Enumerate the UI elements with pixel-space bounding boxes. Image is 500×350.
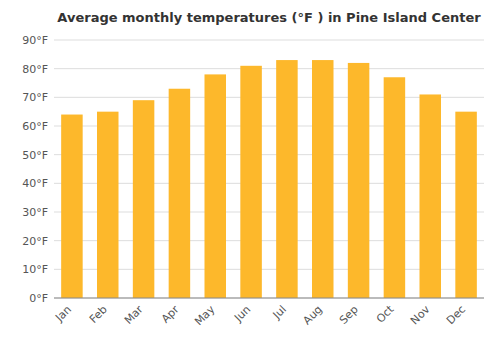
chart-svg: Average monthly temperatures (°F ) in Pi… bbox=[0, 0, 500, 350]
x-tick-label: Jan bbox=[52, 303, 74, 325]
x-tick-label: Nov bbox=[408, 303, 433, 328]
bar bbox=[169, 89, 191, 298]
x-tick-label: Aug bbox=[300, 303, 324, 327]
bar bbox=[455, 112, 477, 298]
y-tick-label: 60°F bbox=[22, 120, 48, 133]
bars bbox=[61, 60, 477, 298]
x-tick-label: Jul bbox=[270, 303, 289, 322]
bar bbox=[348, 63, 370, 298]
y-tick-label: 90°F bbox=[22, 34, 48, 47]
x-tick-label: Apr bbox=[159, 303, 182, 326]
bar bbox=[97, 112, 119, 298]
grid-line bbox=[54, 68, 484, 69]
y-tick-label: 40°F bbox=[22, 177, 48, 190]
bar bbox=[205, 74, 227, 298]
bar bbox=[240, 66, 261, 298]
chart-title: Average monthly temperatures (°F ) in Pi… bbox=[57, 10, 481, 25]
y-axis: 0°F 10°F 20°F 30°F 40°F 50°F 60°F 70°F 80°F 90°F bbox=[22, 34, 484, 305]
grid-line bbox=[54, 40, 484, 41]
x-tick-label: Sep bbox=[337, 303, 361, 327]
x-axis: Jan Feb Mar Apr May Jun Jul Aug Sep Oct Nov Dec bbox=[52, 302, 468, 328]
chart-container: Average monthly temperatures (°F ) in Pi… bbox=[0, 0, 500, 350]
x-tick-label: Mar bbox=[122, 303, 146, 327]
bar bbox=[276, 60, 298, 298]
y-tick-label: 70°F bbox=[22, 91, 48, 104]
bar bbox=[133, 100, 155, 298]
x-tick-label: Feb bbox=[87, 303, 110, 326]
y-tick-label: 10°F bbox=[22, 263, 48, 276]
x-tick-label: Oct bbox=[374, 302, 397, 325]
bar bbox=[312, 60, 334, 298]
y-tick-label: 50°F bbox=[22, 149, 48, 162]
bar bbox=[61, 115, 83, 298]
y-tick-label: 20°F bbox=[22, 235, 48, 248]
x-tick-label: May bbox=[192, 303, 218, 329]
x-axis-line bbox=[54, 298, 484, 299]
y-tick-label: 30°F bbox=[22, 206, 48, 219]
bar bbox=[420, 94, 442, 298]
y-tick-label: 80°F bbox=[22, 63, 48, 76]
x-tick-label: Jun bbox=[231, 303, 253, 325]
grid-line bbox=[54, 298, 484, 299]
x-tick-label: Dec bbox=[444, 303, 468, 327]
y-tick-label: 0°F bbox=[29, 292, 48, 305]
bar bbox=[384, 77, 406, 298]
